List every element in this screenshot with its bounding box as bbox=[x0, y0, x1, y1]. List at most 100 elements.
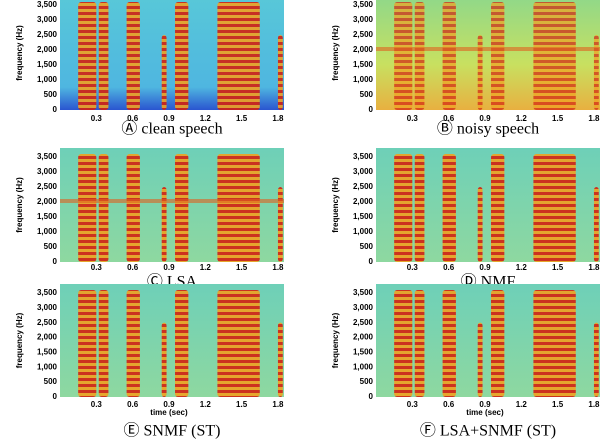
speech-energy bbox=[477, 187, 483, 262]
speech-energy bbox=[533, 2, 576, 110]
x-tick-label: 1.5 bbox=[552, 400, 564, 409]
spectrogram-panel: 0 500 1,000 1,500 2,000 2,500 3,000 3,500 0.3 0.6… bbox=[15, 284, 284, 440]
y-tick-label: 3,500 bbox=[353, 152, 374, 161]
x-tick-label: 1.2 bbox=[200, 400, 212, 409]
y-axis-label: frequency (Hz) bbox=[331, 177, 340, 233]
y-tick-label: 500 bbox=[360, 377, 374, 386]
y-tick-label: 3,500 bbox=[353, 0, 374, 9]
speech-energy bbox=[593, 187, 599, 262]
x-tick-label: 1.8 bbox=[588, 263, 600, 272]
speech-energy bbox=[477, 35, 483, 110]
y-tick-label: 0 bbox=[369, 392, 374, 401]
speech-energy bbox=[217, 2, 260, 110]
y-tick-label: 0 bbox=[369, 257, 374, 266]
y-tick-label: 500 bbox=[360, 90, 374, 99]
speech-energy bbox=[394, 2, 413, 110]
x-tick-label: 1.5 bbox=[236, 263, 248, 272]
x-tick-label: 0.3 bbox=[91, 400, 103, 409]
speech-energy bbox=[533, 289, 576, 397]
x-axis-label: time (sec) bbox=[150, 408, 188, 417]
noise-band bbox=[60, 199, 284, 203]
y-tick-label: 1,000 bbox=[353, 75, 374, 84]
x-tick-label: 0.9 bbox=[479, 400, 491, 409]
panel-caption: Ⓔ SNMF (ST) bbox=[124, 422, 221, 440]
y-tick-label: 3,500 bbox=[37, 152, 58, 161]
spectrogram-panel: 0 500 1,000 1,500 2,000 2,500 3,000 3,500 0.3 0.6… bbox=[331, 284, 600, 440]
spectrogram-panel: 0 500 1,000 1,500 2,000 2,500 3,000 3,500 0.3 0.6… bbox=[15, 148, 284, 291]
speech-energy bbox=[593, 322, 599, 397]
speech-energy bbox=[277, 187, 283, 262]
y-tick-label: 3,000 bbox=[353, 303, 374, 312]
y-tick-label: 0 bbox=[53, 392, 58, 401]
speech-energy bbox=[175, 2, 189, 110]
y-tick-label: 1,000 bbox=[353, 227, 374, 236]
speech-energy bbox=[217, 154, 260, 262]
speech-energy bbox=[394, 154, 413, 262]
x-tick-label: 1.2 bbox=[200, 263, 212, 272]
x-axis-label: time (sec) bbox=[466, 408, 504, 417]
y-tick-label: 2,000 bbox=[353, 197, 374, 206]
y-tick-label: 2,000 bbox=[37, 197, 58, 206]
spectrogram-panel: 0 500 1,000 1,500 2,000 2,500 3,000 3,500 0.3 0.6… bbox=[331, 0, 600, 138]
x-tick-label: 1.8 bbox=[588, 114, 600, 123]
y-tick-label: 1,000 bbox=[37, 362, 58, 371]
y-tick-label: 3,000 bbox=[37, 303, 58, 312]
speech-energy bbox=[98, 2, 109, 110]
y-tick-label: 1,000 bbox=[37, 75, 58, 84]
y-tick-label: 3,500 bbox=[353, 288, 374, 297]
y-axis-label: frequency (Hz) bbox=[15, 25, 24, 81]
speech-energy bbox=[593, 35, 599, 110]
spectrogram-panel: 0 500 1,000 1,500 2,000 2,500 3,000 3,500 0.3 0.6… bbox=[15, 0, 284, 138]
y-tick-label: 1,500 bbox=[353, 348, 374, 357]
y-tick-label: 1,500 bbox=[37, 348, 58, 357]
x-tick-label: 0.3 bbox=[91, 263, 103, 272]
spectrogram-panel: 0 500 1,000 1,500 2,000 2,500 3,000 3,500 0.3 0.6… bbox=[331, 148, 600, 291]
y-tick-label: 2,500 bbox=[37, 318, 58, 327]
speech-energy bbox=[161, 187, 167, 262]
noise-band bbox=[376, 47, 600, 51]
speech-energy bbox=[126, 2, 140, 110]
y-tick-label: 2,500 bbox=[353, 30, 374, 39]
y-tick-label: 1,500 bbox=[37, 212, 58, 221]
x-tick-label: 0.9 bbox=[479, 114, 491, 123]
y-axis-label: frequency (Hz) bbox=[331, 25, 340, 81]
speech-energy bbox=[126, 289, 140, 397]
x-tick-label: 1.2 bbox=[516, 263, 528, 272]
y-tick-label: 2,000 bbox=[37, 45, 58, 54]
speech-energy bbox=[217, 289, 260, 397]
x-tick-label: 0.6 bbox=[443, 263, 455, 272]
speech-energy bbox=[491, 2, 505, 110]
x-tick-label: 1.5 bbox=[236, 114, 248, 123]
y-tick-label: 3,000 bbox=[37, 15, 58, 24]
y-axis-label: frequency (Hz) bbox=[331, 312, 340, 368]
x-tick-label: 0.6 bbox=[443, 114, 455, 123]
y-tick-label: 3,000 bbox=[37, 167, 58, 176]
y-tick-label: 2,500 bbox=[353, 182, 374, 191]
y-tick-label: 0 bbox=[53, 105, 58, 114]
speech-energy bbox=[78, 289, 97, 397]
speech-energy bbox=[277, 35, 283, 110]
speech-energy bbox=[277, 322, 283, 397]
speech-energy bbox=[98, 154, 109, 262]
x-tick-label: 0.6 bbox=[127, 400, 139, 409]
speech-energy bbox=[175, 154, 189, 262]
x-tick-label: 1.8 bbox=[272, 114, 284, 123]
x-tick-label: 1.2 bbox=[516, 114, 528, 123]
x-tick-label: 0.6 bbox=[127, 114, 139, 123]
y-axis-label: frequency (Hz) bbox=[15, 312, 24, 368]
y-tick-label: 3,500 bbox=[37, 0, 58, 9]
panel-caption: Ⓑ noisy speech bbox=[437, 120, 539, 138]
x-tick-label: 1.8 bbox=[272, 400, 284, 409]
x-tick-label: 0.3 bbox=[407, 263, 419, 272]
y-tick-label: 2,500 bbox=[37, 182, 58, 191]
speech-energy bbox=[414, 154, 425, 262]
x-tick-label: 1.2 bbox=[516, 400, 528, 409]
y-tick-label: 500 bbox=[360, 242, 374, 251]
x-tick-label: 1.5 bbox=[552, 114, 564, 123]
y-tick-label: 1,500 bbox=[353, 60, 374, 69]
panel-caption: Ⓐ clean speech bbox=[121, 120, 222, 138]
x-tick-label: 0.6 bbox=[127, 263, 139, 272]
y-axis-label: frequency (Hz) bbox=[15, 177, 24, 233]
speech-energy bbox=[161, 35, 167, 110]
